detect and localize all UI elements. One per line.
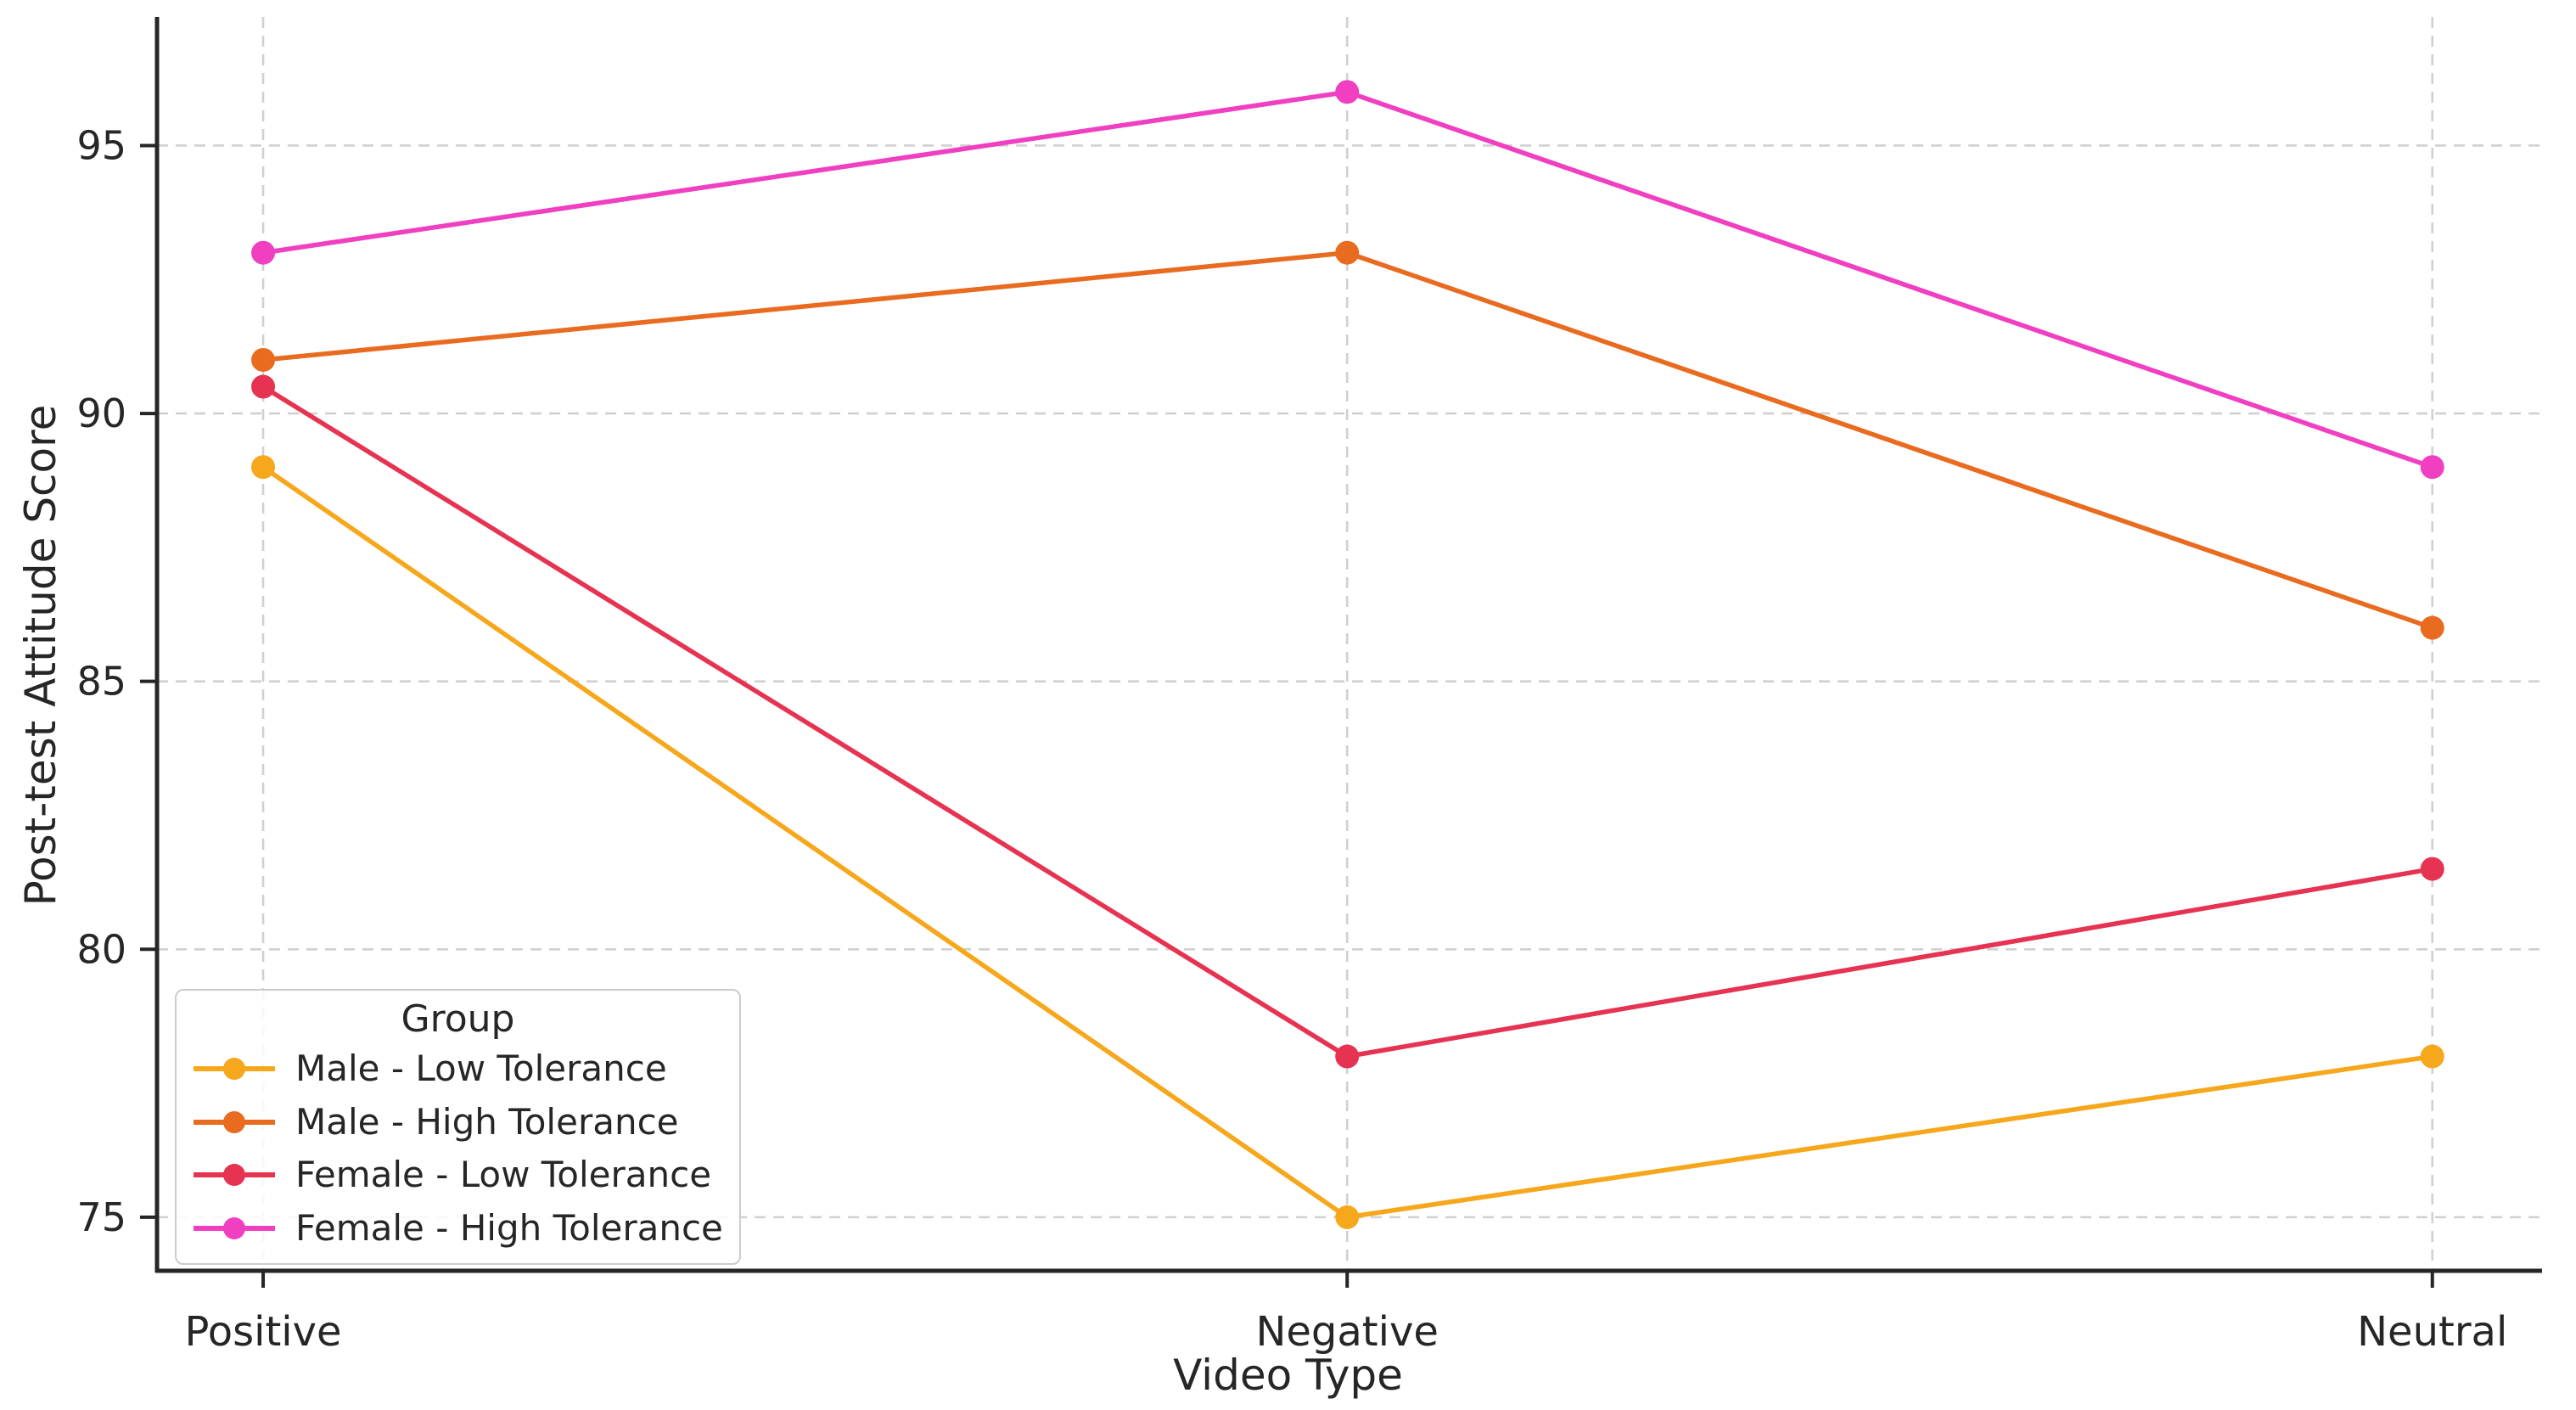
data-point-marker	[1335, 1044, 1360, 1069]
data-point-marker	[251, 347, 276, 372]
data-point-marker	[1335, 80, 1360, 104]
legend-item-label: Female - Low Tolerance	[295, 1154, 712, 1196]
legend-marker	[223, 1164, 245, 1187]
legend-item-label: Female - High Tolerance	[295, 1206, 723, 1249]
y-axis-label: Post-test Attitude Score	[16, 404, 65, 907]
legend: Group Male - Low Tolerance Male - High To…	[175, 989, 741, 1265]
legend-item: Male - High Tolerance	[192, 1098, 724, 1147]
data-point-marker	[1335, 1205, 1360, 1229]
x-tick-label: Positive	[185, 1308, 342, 1356]
y-tick-label: 75	[76, 1194, 126, 1240]
legend-item: Male - Low Tolerance	[192, 1044, 724, 1093]
x-axis-label: Video Type	[1173, 1351, 1403, 1400]
y-tick-label: 85	[76, 659, 126, 705]
legend-item-label: Male - Low Tolerance	[295, 1048, 667, 1090]
data-point-marker	[2420, 857, 2444, 881]
legend-title: Group	[401, 997, 515, 1041]
y-tick-label: 95	[76, 122, 126, 168]
gridlines	[157, 17, 2542, 1271]
tick-labels: 75 80 85 90 95 Positive Negative Neutral	[76, 122, 2507, 1356]
series-line	[261, 250, 2435, 631]
legend-swatch	[194, 1058, 275, 1081]
data-point-marker	[251, 374, 276, 399]
data-point-marker	[2420, 1044, 2444, 1069]
legend-swatch	[194, 1164, 275, 1187]
x-tick-label: Negative	[1255, 1308, 1438, 1356]
legend-item-label: Male - High Tolerance	[295, 1100, 679, 1143]
data-point-marker	[1335, 240, 1360, 265]
legend-marker	[223, 1110, 245, 1133]
legend-marker	[223, 1216, 245, 1239]
data-point-marker	[2420, 455, 2444, 480]
y-tick-label: 80	[76, 926, 126, 972]
legend-swatch	[194, 1110, 275, 1133]
data-series	[251, 80, 2444, 1229]
data-point-marker	[251, 455, 276, 480]
data-point-marker	[251, 240, 276, 265]
legend-swatch	[194, 1216, 275, 1239]
x-tick-label: Neutral	[2357, 1308, 2507, 1356]
y-tick-label: 90	[76, 390, 126, 436]
legend-item: Female - High Tolerance	[192, 1204, 724, 1253]
data-point-marker	[2420, 615, 2444, 640]
legend-marker	[223, 1058, 245, 1081]
legend-item: Female - Low Tolerance	[192, 1150, 724, 1199]
axis-ticks	[140, 143, 2434, 1288]
